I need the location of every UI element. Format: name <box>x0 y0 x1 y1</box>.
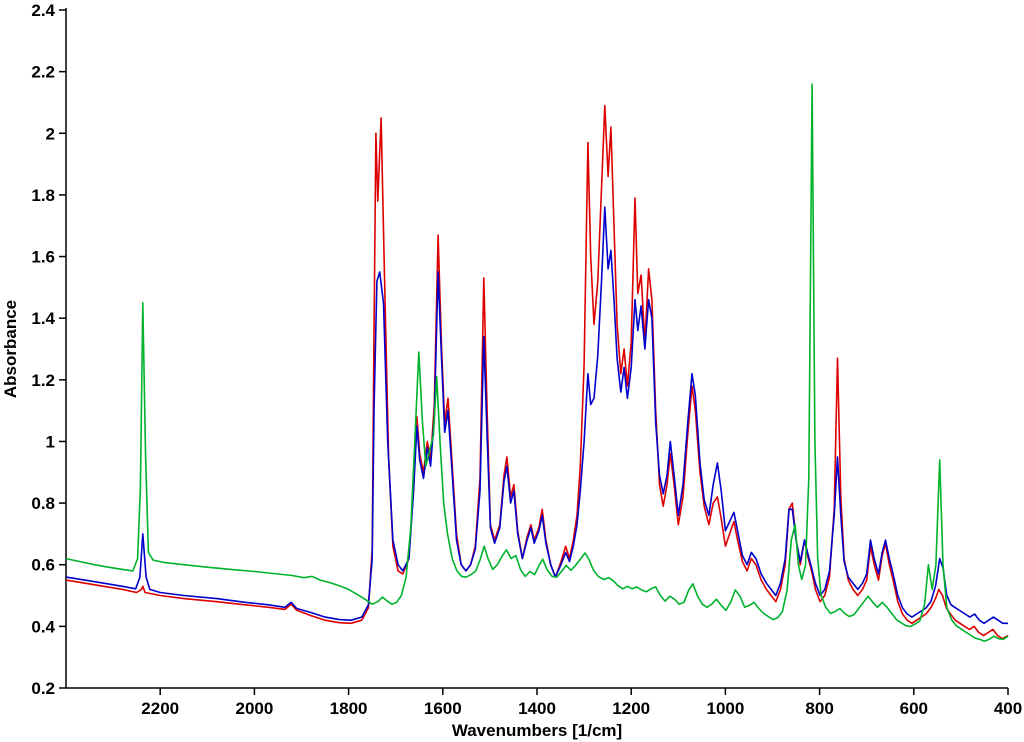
x-tick-label: 800 <box>805 699 833 718</box>
y-tick-label: 1 <box>46 432 55 451</box>
x-tick-label: 1800 <box>330 699 368 718</box>
x-tick-label: 2000 <box>235 699 273 718</box>
x-tick-label: 2200 <box>141 699 179 718</box>
y-axis-title: Absorbance <box>1 300 20 398</box>
y-tick-label: 1.6 <box>31 248 55 267</box>
series-red-spectrum <box>65 104 1009 640</box>
series-blue-spectrum <box>65 206 1008 625</box>
x-tick-label: 1200 <box>612 699 650 718</box>
y-tick-label: 0.8 <box>31 494 55 513</box>
y-tick-label: 0.6 <box>31 556 55 575</box>
x-tick-label: 600 <box>900 699 928 718</box>
y-tick-label: 0.2 <box>31 679 55 698</box>
y-tick-label: 1.8 <box>31 186 55 205</box>
y-tick-label: 2.4 <box>31 1 55 20</box>
series-green-spectrum <box>65 83 1009 643</box>
y-tick-label: 1.4 <box>31 309 55 328</box>
x-axis-title: Wavenumbers [1/cm] <box>452 721 622 740</box>
y-tick-label: 2 <box>46 124 55 143</box>
x-tick-label: 400 <box>994 699 1022 718</box>
y-tick-label: 1.2 <box>31 371 55 390</box>
x-tick-label: 1600 <box>424 699 462 718</box>
y-tick-label: 0.4 <box>31 617 55 636</box>
x-tick-label: 1400 <box>518 699 556 718</box>
x-tick-label: 1000 <box>706 699 744 718</box>
y-tick-label: 2.2 <box>31 63 55 82</box>
